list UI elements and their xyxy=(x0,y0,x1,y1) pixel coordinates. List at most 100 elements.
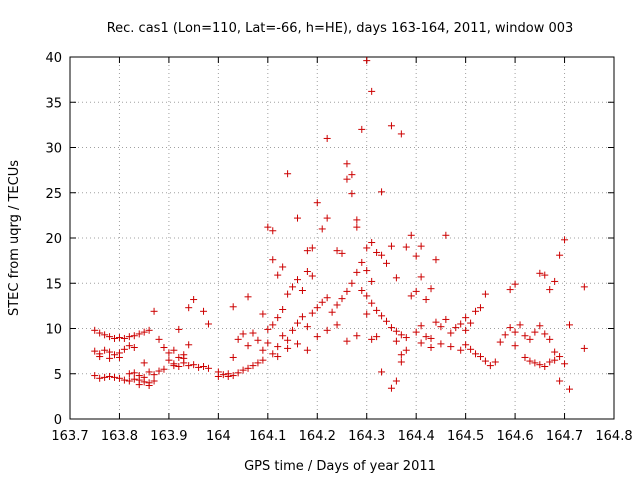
data-point xyxy=(358,286,366,294)
data-point xyxy=(368,87,376,95)
data-point xyxy=(561,360,569,368)
data-point xyxy=(551,348,559,356)
data-point xyxy=(259,310,267,318)
data-point xyxy=(323,326,331,334)
data-point xyxy=(536,269,544,277)
data-point xyxy=(239,366,247,374)
data-point xyxy=(234,335,242,343)
data-point xyxy=(96,329,104,337)
y-tick-label: 30 xyxy=(45,142,62,157)
y-tick-label: 25 xyxy=(45,187,62,202)
data-point xyxy=(472,307,480,315)
data-point xyxy=(432,256,440,264)
data-point xyxy=(417,322,425,330)
data-point xyxy=(427,344,435,352)
data-point xyxy=(279,305,287,313)
data-point xyxy=(111,373,119,381)
data-point xyxy=(392,274,400,282)
data-point xyxy=(185,362,193,370)
data-point xyxy=(135,381,143,389)
y-tick-labels: 0 5 10 15 20 25 30 35 40 xyxy=(45,51,62,428)
data-point xyxy=(526,357,534,365)
data-point xyxy=(130,332,138,340)
data-point xyxy=(293,214,301,222)
data-point xyxy=(259,346,267,354)
data-point xyxy=(457,320,465,328)
data-point xyxy=(284,344,292,352)
data-point xyxy=(106,333,114,341)
x-tick-label: 164.4 xyxy=(398,429,435,444)
data-point xyxy=(323,214,331,222)
data-point xyxy=(125,333,133,341)
data-point xyxy=(467,319,475,327)
data-point xyxy=(115,334,123,342)
data-point xyxy=(402,346,410,354)
data-point xyxy=(397,351,405,359)
data-point xyxy=(565,385,573,393)
data-point xyxy=(274,353,282,361)
data-point xyxy=(135,330,143,338)
y-tick-label: 40 xyxy=(45,51,62,66)
data-point xyxy=(476,304,484,312)
data-point xyxy=(392,337,400,345)
data-point xyxy=(229,372,237,380)
data-point xyxy=(106,372,114,380)
data-point xyxy=(120,345,128,353)
data-point xyxy=(407,231,415,239)
data-point xyxy=(343,175,351,183)
data-point xyxy=(437,323,445,331)
data-point xyxy=(160,344,168,352)
data-point xyxy=(313,199,321,207)
data-point xyxy=(150,371,158,379)
data-point xyxy=(293,319,301,327)
data-point xyxy=(447,343,455,351)
data-point xyxy=(125,370,133,378)
data-point xyxy=(511,280,519,288)
data-point xyxy=(333,247,341,255)
x-tick-label: 164 xyxy=(206,429,231,444)
data-point xyxy=(392,377,400,385)
data-point xyxy=(551,356,559,364)
data-point xyxy=(298,286,306,294)
data-point xyxy=(249,362,257,370)
y-axis-title: STEC from uqrg / TECUs xyxy=(7,160,22,316)
data-point xyxy=(580,283,588,291)
data-point xyxy=(417,339,425,347)
data-point xyxy=(363,310,371,318)
data-point xyxy=(293,276,301,284)
data-point xyxy=(313,304,321,312)
data-point xyxy=(284,170,292,178)
x-tick-labels: 163.7 163.8 163.9 164 164.1 164.2 164.3 164.4 16… xyxy=(51,429,632,444)
data-point xyxy=(397,130,405,138)
data-point xyxy=(190,361,198,369)
data-point xyxy=(91,347,99,355)
data-point xyxy=(402,243,410,251)
data-point xyxy=(541,271,549,279)
data-point xyxy=(244,364,252,372)
data-point xyxy=(185,304,193,312)
data-point xyxy=(368,335,376,343)
data-point xyxy=(526,335,534,343)
data-point xyxy=(506,286,514,294)
data-point xyxy=(427,334,435,342)
data-point xyxy=(506,324,514,332)
data-point xyxy=(422,296,430,304)
data-point xyxy=(422,333,430,341)
data-point xyxy=(442,231,450,239)
data-point xyxy=(387,384,395,392)
data-point xyxy=(140,328,148,336)
data-point xyxy=(521,353,529,361)
data-point xyxy=(343,287,351,295)
data-point xyxy=(437,340,445,348)
data-point xyxy=(363,292,371,300)
data-point xyxy=(580,344,588,352)
data-point xyxy=(556,251,564,259)
data-point xyxy=(91,372,99,380)
data-point xyxy=(244,342,252,350)
data-point xyxy=(368,239,376,247)
data-point xyxy=(224,370,232,378)
y-tick-label: 10 xyxy=(45,323,62,338)
data-point xyxy=(284,290,292,298)
data-point xyxy=(378,312,386,320)
data-point xyxy=(308,244,316,252)
